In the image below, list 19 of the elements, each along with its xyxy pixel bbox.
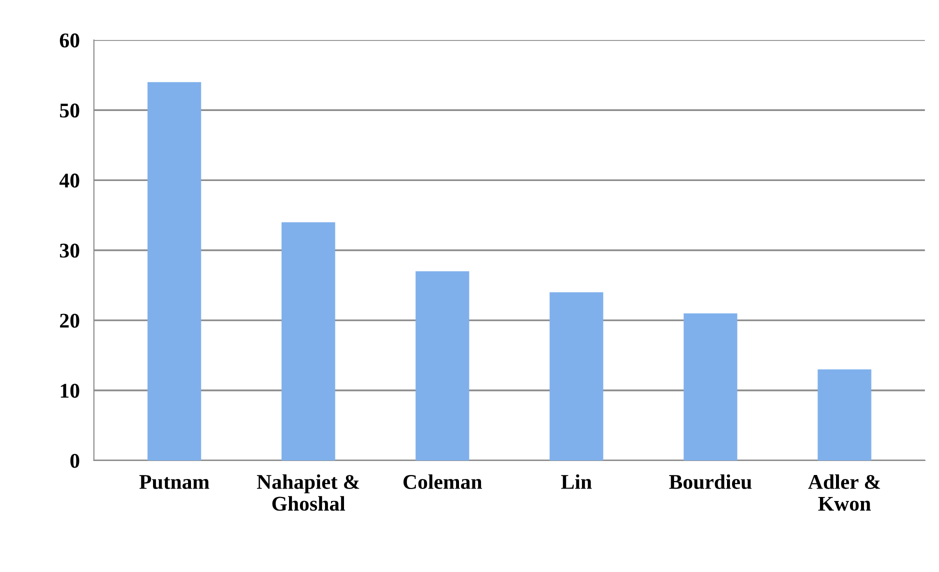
x-tick-label: Nahapiet & Ghoshal [256, 474, 360, 511]
bar [282, 222, 336, 460]
bar [550, 292, 604, 460]
bar [818, 369, 872, 460]
x-tick-label: Lin [561, 474, 592, 489]
bar [148, 82, 202, 460]
y-tick-label: 10 [60, 384, 80, 398]
bar [416, 271, 470, 460]
y-tick-label: 0 [70, 454, 80, 468]
y-tick-label: 20 [60, 314, 80, 328]
y-tick-label: 50 [60, 103, 80, 118]
bar [684, 313, 738, 460]
x-tick-label: Adler & Kwon [808, 474, 880, 511]
x-tick-label: Putnam [139, 475, 210, 490]
y-tick-label: 30 [60, 244, 80, 258]
x-tick-label: Bourdieu [669, 474, 752, 490]
x-tick-label: Coleman [403, 474, 482, 490]
y-tick-label: 40 [59, 174, 80, 188]
y-tick-label: 60 [60, 33, 80, 48]
